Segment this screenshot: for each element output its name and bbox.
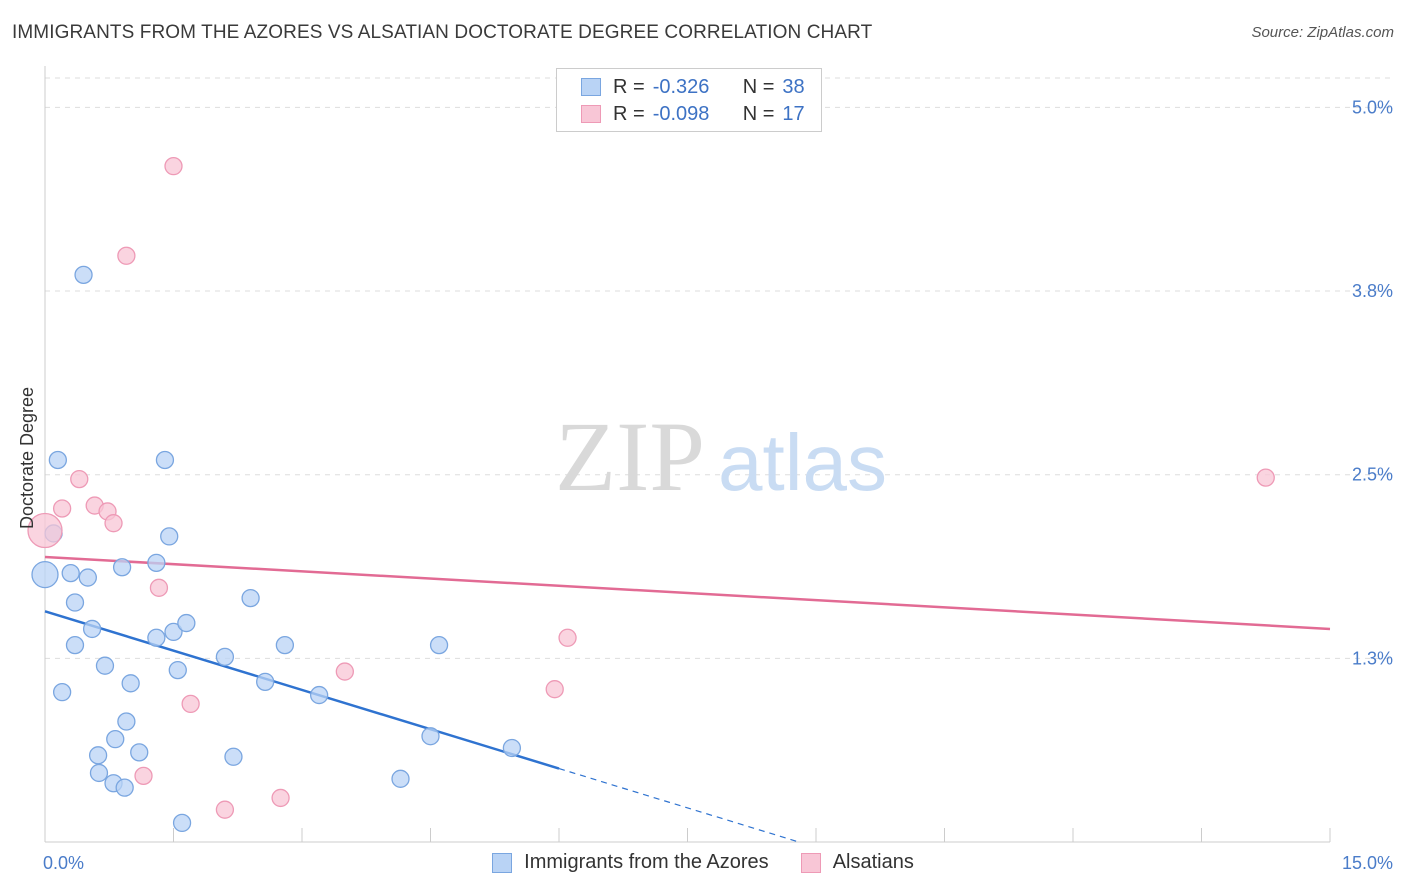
x-tick-label: 15.0%: [1342, 853, 1393, 873]
legend-n-label: N =: [742, 102, 775, 125]
alsatians-point: [27, 512, 63, 549]
alsatians-point: [104, 514, 123, 533]
y-tick-label: 3.8%: [1352, 281, 1393, 301]
alsatians-point: [215, 800, 235, 819]
series-label-azores: Immigrants from the Azores: [524, 851, 769, 873]
series-swatch-azores: [492, 852, 513, 873]
alsatians-point: [164, 157, 183, 176]
legend-swatch-azores: [581, 78, 601, 96]
y-tick-label: 2.5%: [1352, 465, 1393, 485]
azores-point: [88, 746, 108, 765]
correlation-legend: R = -0.326 N = 38 R = -0.098 N = 17: [556, 68, 822, 132]
y-tick-label: 1.3%: [1352, 648, 1393, 668]
azores-point: [215, 647, 235, 667]
azores-point: [117, 712, 136, 731]
azores-point: [95, 656, 115, 675]
legend-r-label: R =: [613, 102, 645, 125]
alsatians-point: [181, 694, 200, 714]
azores-point: [61, 563, 80, 583]
azores-point: [48, 450, 67, 470]
source-label: Source: ZipAtlas.com: [1251, 24, 1394, 41]
watermark-zip: ZIP: [555, 401, 705, 512]
data-points: [27, 157, 1275, 833]
azores-point: [309, 685, 329, 705]
legend-row-alsatians: R = -0.098 N = 17: [581, 101, 805, 127]
azores-point: [177, 613, 196, 633]
legend-n-value: 38: [782, 75, 805, 98]
azores-trendline: [44, 610, 560, 770]
azores-point: [112, 558, 132, 577]
legend-r-value: -0.098: [652, 102, 710, 125]
alsatians-point: [70, 469, 89, 489]
alsatians-point: [1256, 468, 1275, 487]
azores-point: [172, 813, 192, 833]
azores-point: [31, 560, 59, 589]
azores-point: [256, 672, 275, 692]
azores-point: [429, 635, 449, 655]
legend-n-value: 17: [782, 102, 805, 125]
alsatians-point: [545, 680, 564, 699]
legend-swatch-alsatians: [581, 105, 601, 123]
azores-point: [78, 568, 97, 587]
azores-point: [147, 553, 166, 572]
legend-n-label: N =: [742, 75, 775, 98]
azores-point: [168, 660, 187, 680]
azores-point: [65, 593, 85, 612]
alsatians-trendline: [44, 555, 1331, 631]
alsatians-point: [558, 628, 577, 647]
azores-point: [121, 674, 140, 693]
azores-point: [147, 628, 166, 647]
azores-point: [160, 527, 179, 546]
azores-point: [241, 588, 260, 608]
azores-point: [155, 450, 175, 470]
azores-point: [164, 622, 183, 642]
watermark-atlas: atlas: [718, 418, 887, 507]
azores-point: [391, 769, 410, 788]
azores-point: [106, 730, 125, 749]
azores-point: [52, 682, 72, 702]
x-tick-label: 0.0%: [43, 853, 84, 873]
azores-point: [502, 738, 522, 758]
alsatians-point: [52, 499, 72, 518]
azores-trendline-extension: [558, 767, 800, 843]
series-swatch-alsatians: [800, 852, 821, 873]
alsatians-point: [335, 662, 354, 681]
y-tick-label: 5.0%: [1352, 97, 1393, 117]
azores-point: [89, 763, 109, 783]
azores-point: [275, 635, 295, 655]
azores-point: [130, 743, 149, 762]
alsatians-point: [117, 246, 136, 265]
azores-point: [224, 747, 243, 766]
azores-point: [65, 635, 85, 655]
axes: 1.3% 2.5% 3.8% 5.0% 0.0% 15.0%: [43, 66, 1393, 873]
grid: [45, 77, 1390, 659]
azores-point: [74, 265, 93, 285]
legend-row-azores: R = -0.326 N = 38: [581, 74, 805, 100]
azores-point: [115, 778, 134, 797]
series-legend: Immigrants from the Azores Alsatians: [0, 851, 1406, 874]
legend-r-value: -0.326: [652, 75, 710, 98]
azores-point: [421, 727, 440, 746]
azores-point: [82, 619, 102, 639]
series-label-alsatians: Alsatians: [832, 851, 914, 873]
alsatians-point: [134, 766, 153, 786]
chart-title: IMMIGRANTS FROM THE AZORES VS ALSATIAN D…: [12, 22, 873, 43]
y-axis-label: Doctorate Degree: [17, 387, 37, 529]
watermark: ZIP atlas: [555, 401, 887, 512]
alsatians-point: [271, 788, 290, 808]
series-legend-alsatians[interactable]: Alsatians: [800, 851, 914, 874]
alsatians-point: [149, 578, 169, 597]
series-legend-azores[interactable]: Immigrants from the Azores: [492, 851, 769, 874]
legend-r-label: R =: [613, 75, 645, 98]
trendlines: [44, 555, 1331, 843]
